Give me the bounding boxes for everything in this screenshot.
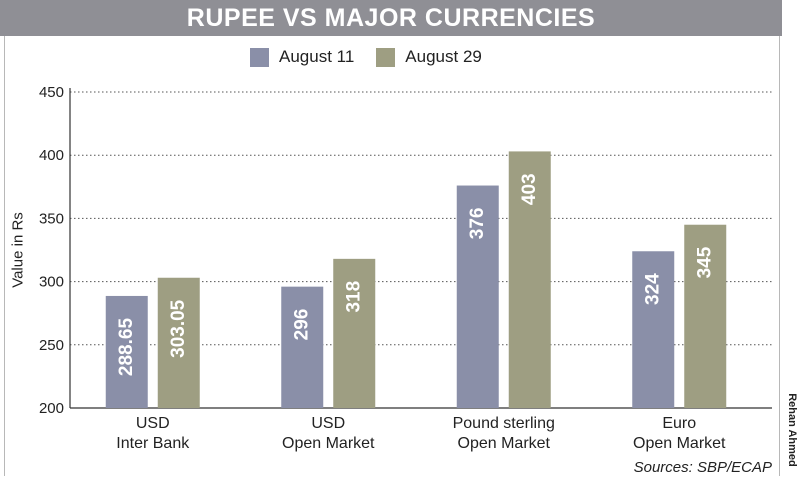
legend-swatch-august-29 [376,47,396,67]
bar-august-29 [508,151,551,408]
bar-august-29 [684,224,727,408]
x-category-label: USD [136,415,170,432]
y-tick-label: 300 [39,274,64,291]
x-category-label: Open Market [282,435,375,452]
y-tick-label: 400 [39,147,64,164]
x-category-label: Inter Bank [116,435,190,452]
bar-august-29 [157,277,200,408]
bar-august-11 [281,286,324,408]
legend-item-august-11: August 11 [250,47,354,67]
bar-value-label: 288.65 [116,318,137,377]
bar-value-label: 318 [343,281,364,313]
y-tick-label: 450 [39,84,64,101]
legend-label-august-29: August 29 [405,47,482,66]
y-tick-label: 350 [39,210,64,227]
bar-august-11 [105,295,148,408]
source-note: Sources: SBP/ECAP [633,459,772,476]
bar-august-11 [632,251,675,408]
bar-value-label: 345 [694,246,715,278]
y-tick-label: 250 [39,337,64,354]
chart-frame [4,36,780,476]
chart-title-bar: RUPEE VS MAJOR CURRENCIES [0,0,782,36]
legend-label-august-11: August 11 [279,47,355,66]
x-category-label: Euro [662,415,696,432]
x-category-label: Pound sterling [453,415,555,432]
chart-title: RUPEE VS MAJOR CURRENCIES [186,3,596,32]
bar-value-label: 403 [519,173,540,205]
y-tick-label: 200 [39,400,64,417]
bar-value-label: 324 [642,273,663,305]
bar-august-11 [456,185,499,408]
x-category-label: USD [311,415,345,432]
legend-item-august-29: August 29 [376,47,482,67]
legend: August 11 August 29 [250,44,482,70]
credit-note: Rehan Ahmed [786,393,798,467]
x-category-label: Open Market [458,435,551,452]
bar-august-29 [333,258,376,408]
bar-value-label: 296 [291,309,312,341]
legend-swatch-august-11 [250,47,269,67]
bar-value-label: 303.05 [168,299,189,358]
x-category-label: Open Market [633,435,726,452]
bar-value-label: 376 [467,208,488,240]
